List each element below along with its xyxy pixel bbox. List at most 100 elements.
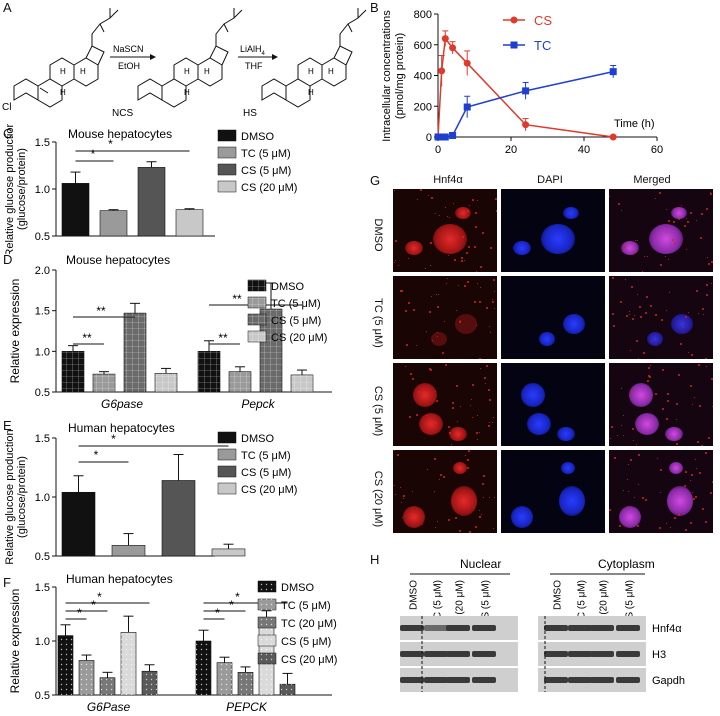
speckle [708, 263, 710, 265]
cell-nucleus [449, 427, 467, 441]
cell-nucleus [455, 314, 477, 334]
speckle [476, 325, 477, 326]
panel-label-c: C [3, 126, 13, 141]
blot-band [616, 625, 640, 631]
speckle [408, 302, 410, 304]
b-point-tc [609, 68, 617, 76]
svg-text:H: H [80, 67, 86, 76]
speckle [696, 220, 697, 221]
speckle [678, 218, 680, 220]
blot-protein-label: H3 [652, 649, 666, 661]
speckle [632, 428, 634, 430]
speckle [648, 367, 650, 369]
solvent-thf: THF [245, 61, 263, 71]
speckle [488, 389, 490, 391]
cell-nucleus [527, 413, 551, 435]
speckle [472, 384, 474, 386]
f-sig-label: * [77, 606, 82, 620]
speckle [401, 502, 402, 503]
speckle [685, 316, 687, 318]
speckle [401, 290, 403, 292]
speckle [431, 296, 432, 297]
cell-nucleus [559, 486, 585, 516]
speckle [445, 207, 446, 208]
speckle [626, 315, 628, 317]
speckle [432, 340, 433, 341]
speckle [629, 311, 630, 312]
speckle [430, 265, 431, 266]
speckle [451, 444, 452, 445]
f-sig-label: * [91, 598, 96, 612]
speckle [403, 498, 404, 499]
blot-lane-label: CS (5 μM) [481, 580, 492, 626]
cell-nucleus [405, 241, 423, 255]
c-legend-label: CS (20 μM) [241, 182, 297, 194]
speckle [673, 221, 675, 223]
speckle [614, 457, 616, 459]
blot-band [590, 651, 614, 657]
speckle [418, 391, 420, 393]
speckle [666, 523, 667, 524]
svg-text:H: H [60, 67, 66, 76]
speckle [640, 316, 642, 318]
speckle [449, 432, 451, 434]
speckle [666, 418, 668, 420]
speckle [435, 213, 436, 214]
speckle [705, 452, 707, 454]
panel-label-e: E [3, 418, 12, 433]
e-sig-label: * [111, 432, 116, 446]
speckle [456, 310, 457, 311]
speckle [702, 308, 704, 310]
b-point-tc [522, 87, 530, 95]
speckle [437, 306, 439, 308]
speckle [665, 256, 666, 257]
speckle [637, 240, 638, 241]
speckle [621, 210, 622, 211]
d-category-label: G6pase [101, 397, 143, 411]
steroid-structure-2: H H H [137, 8, 243, 108]
speckle [692, 404, 693, 405]
speckle [468, 246, 470, 248]
b-y-tick-label: 200 [414, 101, 432, 113]
d-y-tick-label: 2.0 [35, 265, 50, 277]
e-chart-title: Human hepatocytes [68, 421, 175, 435]
speckle [420, 189, 422, 191]
c-legend-swatch [217, 146, 237, 159]
speckle [691, 474, 693, 476]
blot-lane-label: DMSO [409, 580, 420, 610]
speckle [666, 310, 667, 311]
speckle [627, 242, 628, 243]
d-legend-pattern [248, 297, 266, 308]
speckle [686, 218, 687, 219]
d-legend-pattern [248, 280, 266, 291]
cell-nucleus [431, 332, 447, 346]
speckle [397, 454, 399, 456]
speckle [464, 260, 465, 261]
speckle [659, 527, 661, 529]
c-legend-swatch [217, 163, 237, 176]
d-sig-label: ** [96, 304, 106, 318]
blot-lane-label: CS (5 μM) [625, 580, 636, 626]
speckle [651, 341, 652, 342]
speckle [628, 491, 629, 492]
speckle [394, 262, 395, 263]
speckle [479, 510, 480, 511]
speckle [619, 525, 621, 527]
speckle [660, 492, 661, 493]
speckle [444, 321, 445, 322]
d-legend-label: TC (5 μM) [271, 298, 321, 310]
cell-nucleus [563, 207, 579, 219]
svg-text:H: H [184, 88, 190, 97]
speckle [429, 368, 431, 370]
cell-nucleus [541, 224, 575, 254]
speckle [629, 314, 630, 315]
speckle [494, 497, 495, 498]
e-bar [211, 548, 246, 557]
b-point-tc [441, 133, 449, 141]
speckle [467, 467, 469, 469]
micrograph-cs-20-m--merged [609, 450, 713, 533]
speckle [677, 431, 678, 432]
speckle [623, 415, 624, 416]
b-x-tick-label: 0 [435, 144, 441, 156]
blot-group-nuclear: Nuclear [460, 557, 501, 571]
